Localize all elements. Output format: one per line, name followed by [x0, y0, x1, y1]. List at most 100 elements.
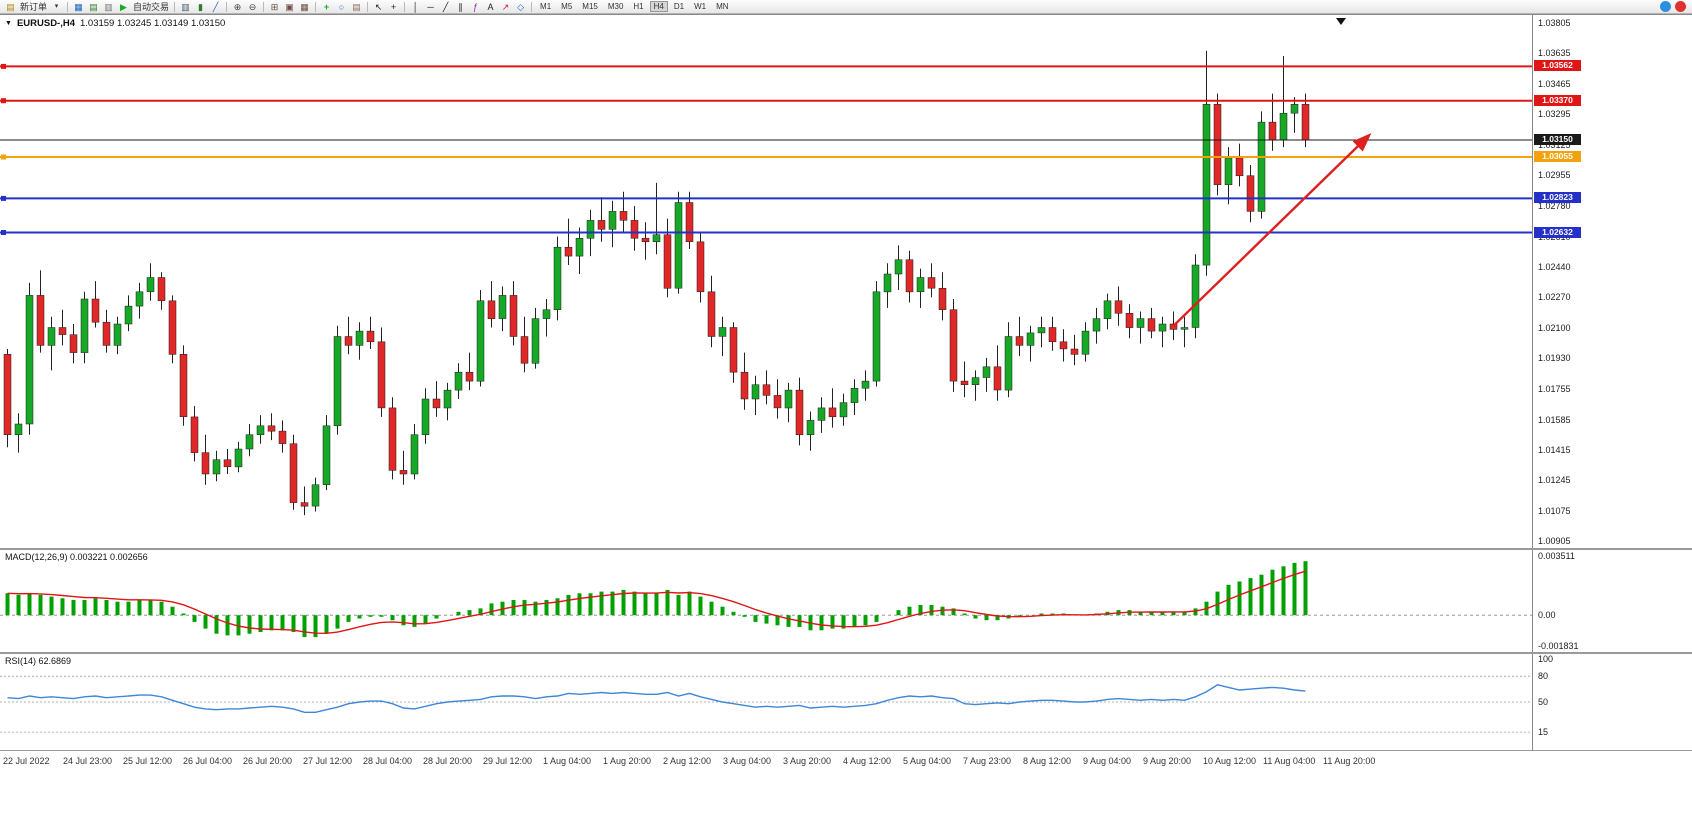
horizontal-line[interactable] — [0, 98, 1532, 104]
period-clock-icon[interactable]: ○ — [338, 1, 345, 12]
toolbar-separator — [315, 1, 317, 12]
trend-arrow[interactable] — [1172, 133, 1372, 327]
line-chart-icon[interactable]: ╱ — [212, 1, 219, 12]
autotrade-button[interactable]: 自动交易 — [133, 2, 170, 12]
cursor-icon[interactable]: ↖ — [374, 1, 383, 12]
time-axis-label: 29 Jul 12:00 — [483, 756, 533, 766]
bar-chart-icon[interactable]: ▥ — [181, 1, 190, 12]
navigator-icon[interactable]: ▤ — [89, 1, 98, 12]
zoom-out-icon[interactable]: ⊖ — [248, 1, 257, 12]
macd-signal-line — [7, 570, 1306, 635]
time-axis-label: 28 Jul 04:00 — [363, 756, 413, 766]
rsi-axis[interactable]: 100 80 50 15 — [1532, 654, 1692, 750]
chart-ohlc-values: 1.03159 1.03245 1.03149 1.03150 — [80, 18, 226, 29]
time-axis-label: 3 Aug 20:00 — [783, 756, 832, 766]
fibonacci-icon[interactable]: ƒ — [473, 1, 479, 12]
time-axis-label: 8 Aug 12:00 — [1023, 756, 1072, 766]
candlestick-chart-icon[interactable]: ▮ — [198, 1, 203, 12]
market-watch-icon[interactable]: ▦ — [74, 1, 83, 12]
text-tool-icon[interactable]: A — [487, 1, 494, 12]
toolbar-separator — [226, 1, 228, 12]
add-indicator-icon[interactable]: + — [323, 1, 330, 12]
price-line-label: 1.03055 — [1534, 151, 1581, 162]
macd-axis[interactable]: 0.003511 0.00 -0.001831 — [1532, 550, 1692, 652]
price-axis-label: 1.01585 — [1538, 414, 1571, 425]
timeframe-button-h4[interactable]: H4 — [649, 1, 668, 12]
price-line-label: 1.03150 — [1534, 134, 1581, 145]
rsi-axis-label: 100 — [1538, 654, 1554, 664]
timeframe-button-d1[interactable]: D1 — [673, 2, 685, 11]
templates-icon[interactable]: ▤ — [352, 1, 361, 12]
rsi-axis-label: 80 — [1538, 671, 1549, 682]
timeframe-button-m5[interactable]: M5 — [561, 2, 573, 11]
tile-windows-icon[interactable]: ⊞ — [270, 1, 279, 12]
zoom-in-icon[interactable]: ⊕ — [233, 1, 242, 12]
chart-symbol-period: EURUSD-,H4 — [16, 18, 75, 29]
new-order-dropdown-icon[interactable]: ▾ — [54, 2, 59, 10]
time-axis-label: 25 Jul 12:00 — [123, 756, 173, 766]
toolbar-separator — [174, 1, 176, 12]
time-axis-label: 7 Aug 23:00 — [963, 756, 1012, 766]
time-axis-label: 4 Aug 12:00 — [843, 756, 892, 766]
time-axis-label: 10 Aug 12:00 — [1203, 756, 1257, 766]
time-axis-label: 2 Aug 12:00 — [663, 756, 712, 766]
timeframe-button-w1[interactable]: W1 — [694, 2, 707, 11]
chart-title: ▼ EURUSD-,H4 1.03159 1.03245 1.03149 1.0… — [5, 18, 225, 29]
time-axis-label: 11 Aug 04:00 — [1263, 756, 1316, 766]
notification-icon[interactable] — [1675, 1, 1686, 12]
horizontal-line[interactable] — [0, 154, 1532, 160]
price-axis-label: 1.03805 — [1538, 18, 1571, 28]
toolbar-separator — [263, 1, 265, 12]
price-line-label: 1.02632 — [1534, 226, 1581, 238]
price-axis-label: 1.03295 — [1538, 109, 1571, 120]
price-axis-label: 1.01075 — [1538, 505, 1571, 516]
crosshair-icon[interactable]: + — [390, 1, 397, 12]
time-axis-label: 26 Jul 20:00 — [243, 756, 293, 766]
timeframe-button-m30[interactable]: M30 — [607, 2, 624, 11]
chart-menu-icon[interactable]: ▼ — [5, 20, 12, 27]
macd-plot[interactable] — [0, 550, 1532, 652]
toolbar: ▤ 新订单 ▾ ▦ ▤ ▥ ▶ 自动交易 ▥ ▮ ╱ ⊕ ⊖ ⊞ ▣ ▦ + ○… — [0, 0, 1692, 14]
cascade-windows-icon[interactable]: ▣ — [285, 1, 294, 12]
price-axis-label: 1.01415 — [1538, 444, 1571, 455]
time-axis-label: 3 Aug 04:00 — [723, 756, 772, 766]
terminal-icon[interactable]: ▥ — [104, 1, 113, 12]
price-axis-label: 1.02780 — [1538, 201, 1571, 212]
chat-icon[interactable] — [1660, 1, 1671, 12]
horizontal-line[interactable] — [0, 230, 1532, 235]
arrow-tool-icon[interactable]: ↗ — [501, 1, 510, 12]
horizontal-line[interactable] — [0, 63, 1532, 69]
new-order-icon[interactable]: ▤ — [6, 1, 15, 12]
macd-panel[interactable]: MACD(12,26,9) 0.003221 0.002656 0.003511… — [0, 548, 1692, 652]
shapes-tool-icon[interactable]: ◇ — [517, 1, 524, 12]
price-axis-label: 1.00905 — [1538, 536, 1571, 546]
toolbar-separator — [531, 1, 533, 12]
trendline-icon[interactable]: ╱ — [442, 1, 449, 12]
timeframe-button-m15[interactable]: M15 — [582, 2, 598, 11]
chart-panel[interactable]: ▼ EURUSD-,H4 1.03159 1.03245 1.03149 1.0… — [0, 14, 1692, 548]
chart-shift-marker[interactable] — [1336, 18, 1346, 25]
toolbar-separator — [67, 1, 69, 12]
channel-icon[interactable]: ∥ — [458, 1, 463, 12]
rsi-axis-label: 15 — [1538, 727, 1549, 738]
rsi-panel[interactable]: RSI(14) 62.6869 100 80 50 15 — [0, 652, 1692, 750]
price-axis-label: 1.02100 — [1538, 322, 1571, 333]
horizontal-line[interactable] — [0, 195, 1532, 201]
time-axis-bar[interactable]: 22 Jul 2022 24 Jul 23:00 25 Jul 12:00 26 Ju… — [0, 750, 1692, 772]
vertical-line-icon[interactable]: │ — [412, 1, 419, 12]
price-axis[interactable]: 1.038051.036351.034651.032951.031251.029… — [1532, 15, 1692, 548]
toolbar-separator — [404, 1, 406, 12]
timeframe-button-h1[interactable]: H1 — [633, 2, 644, 11]
candlestick-chart[interactable] — [0, 15, 1532, 549]
horizontal-line-icon[interactable]: ─ — [427, 1, 434, 12]
timeframe-button-m1[interactable]: M1 — [540, 2, 552, 11]
arrange-windows-icon[interactable]: ▦ — [300, 1, 309, 12]
new-order-button[interactable]: 新订单 — [20, 2, 48, 12]
time-axis-label: 5 Aug 04:00 — [903, 756, 952, 766]
timeframe-button-mn[interactable]: MN — [716, 2, 729, 11]
price-axis-label: 1.03635 — [1538, 48, 1571, 59]
autotrade-icon[interactable]: ▶ — [120, 1, 127, 12]
price-axis-label: 1.02270 — [1538, 292, 1571, 303]
price-axis-label: 1.01930 — [1538, 352, 1571, 363]
rsi-plot[interactable] — [0, 654, 1532, 750]
